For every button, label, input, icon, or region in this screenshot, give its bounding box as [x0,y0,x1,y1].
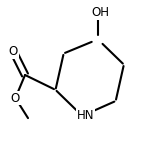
Text: O: O [8,45,18,58]
Text: OH: OH [92,6,110,19]
Text: O: O [11,92,20,105]
Text: HN: HN [77,109,94,122]
